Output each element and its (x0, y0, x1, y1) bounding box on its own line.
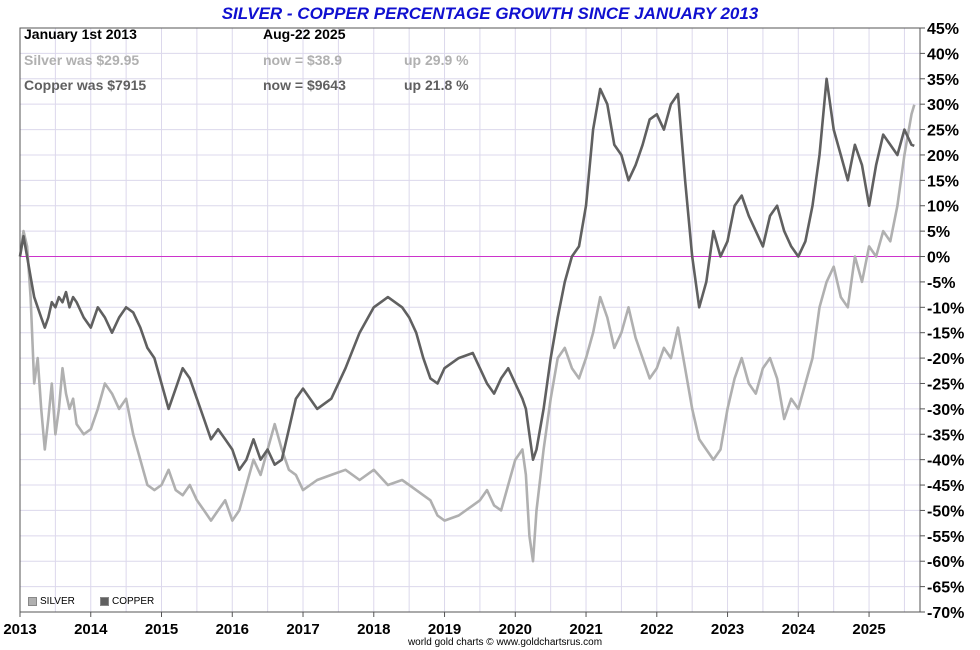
y-tick-label: 25% (927, 123, 959, 140)
y-tick-label: 10% (927, 199, 959, 216)
y-tick-label: -65% (927, 580, 964, 597)
series-line-copper (18, 77, 915, 472)
x-tick-label: 2015 (145, 621, 178, 638)
credit-text: world gold charts © www.goldchartsrus.co… (407, 637, 603, 648)
x-tick-label: 2022 (640, 621, 673, 638)
y-tick-label: -55% (927, 529, 964, 546)
y-tick-label: -5% (927, 275, 955, 292)
x-tick-label: 2024 (782, 621, 816, 638)
y-tick-label: 40% (927, 46, 959, 63)
end-date-label: Aug-22 2025 (263, 26, 346, 42)
legend-swatch-silver (28, 597, 37, 606)
y-tick-label: 5% (927, 224, 950, 241)
silver-current-price: now = $38.9 (263, 52, 342, 68)
chart-grid (19, 27, 920, 613)
legend-label-copper: COPPER (112, 596, 155, 607)
x-axis: 2013 2014 2015 2016 2017 2018 2019 2020 2021 2022… (3, 612, 886, 638)
copper-change: up 21.8 % (404, 77, 469, 93)
y-tick-label: 0% (927, 250, 950, 267)
x-tick-label: 2017 (286, 621, 319, 638)
y-tick-label: -20% (927, 351, 964, 368)
legend-item-copper: COPPER (100, 596, 154, 607)
x-tick-label: 2016 (216, 621, 249, 638)
y-tick-label: -50% (927, 503, 964, 520)
y-tick-label: -60% (927, 554, 964, 571)
copper-start-price: Copper was $7915 (24, 77, 147, 93)
x-tick-label: 2019 (428, 621, 461, 638)
x-tick-label: 2013 (3, 621, 36, 638)
y-tick-label: 45% (927, 21, 959, 38)
x-tick-label: 2021 (569, 621, 602, 638)
legend-swatch-copper (100, 597, 109, 606)
x-tick-label: 2020 (499, 621, 532, 638)
legend-item-silver: SILVER (28, 596, 75, 607)
x-tick-label: 2025 (852, 621, 885, 638)
silver-change: up 29.9 % (404, 52, 469, 68)
silver-start-price: Silver was $29.95 (24, 52, 140, 68)
y-tick-label: 15% (927, 173, 959, 190)
chart-title: SILVER - COPPER PERCENTAGE GROWTH SINCE … (221, 4, 759, 23)
y-tick-label: -45% (927, 478, 964, 495)
x-tick-label: 2014 (74, 621, 108, 638)
y-tick-label: -70% (927, 605, 964, 622)
y-tick-label: 35% (927, 72, 959, 89)
y-tick-label: -10% (927, 300, 964, 317)
y-tick-label: 20% (927, 148, 959, 165)
y-tick-label: -35% (927, 427, 964, 444)
copper-current-price: now = $9643 (263, 77, 346, 93)
series-line-silver (18, 104, 916, 563)
y-axis: 45% 40% 35% 30% 25% 20% 15% 10% 5% 0% -5% -10% -15% -… (920, 21, 964, 622)
y-tick-label: -40% (927, 453, 964, 470)
y-tick-label: -30% (927, 402, 964, 419)
series-layer (18, 77, 916, 563)
legend-label-silver: SILVER (40, 596, 75, 607)
y-tick-label: -25% (927, 376, 964, 393)
y-tick-label: -15% (927, 326, 964, 343)
x-tick-label: 2018 (357, 621, 390, 638)
x-tick-label: 2023 (711, 621, 744, 638)
y-tick-label: 30% (927, 97, 959, 114)
plot-frame (19, 27, 921, 613)
start-date-label: January 1st 2013 (24, 26, 137, 42)
